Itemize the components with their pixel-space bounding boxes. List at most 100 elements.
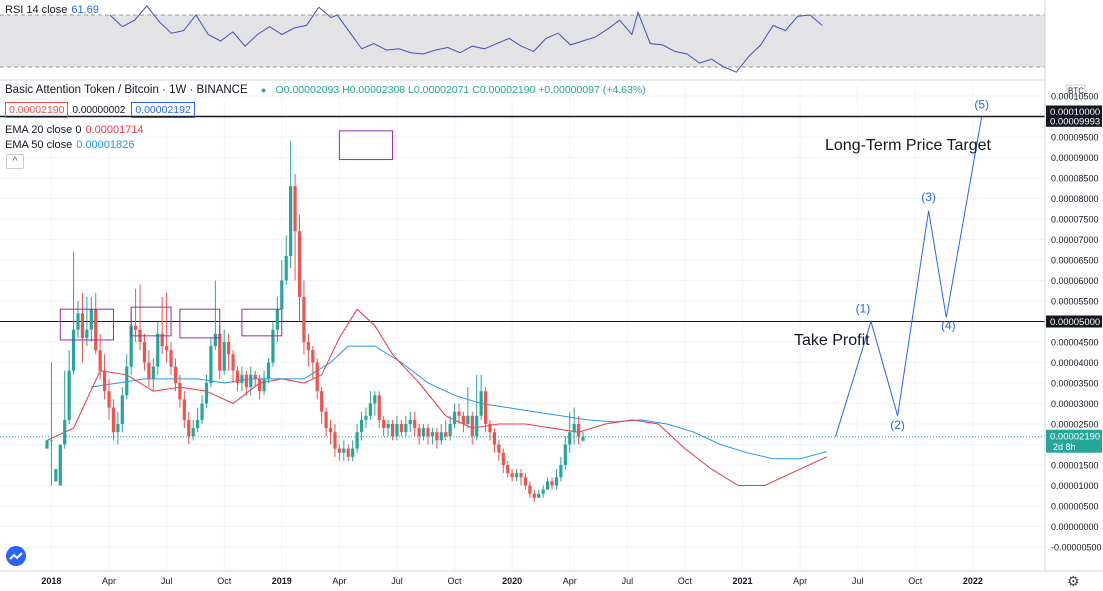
symbol-header: Basic Attention Token / Bitcoin · 1W · B… <box>5 84 650 96</box>
candle-body <box>297 231 302 297</box>
collapse-legend-button[interactable]: ^ <box>6 154 24 169</box>
level-price-label: 0.00010000 <box>1050 107 1100 118</box>
buy-price-button[interactable]: 0.00002192 <box>131 102 195 118</box>
candle-body <box>58 444 62 486</box>
candle-body <box>178 383 182 400</box>
resistance-box <box>130 306 172 337</box>
time-tick-label: Apr <box>563 576 577 586</box>
candle-body <box>231 354 235 371</box>
candle-body <box>346 448 350 457</box>
candle-body <box>519 473 523 478</box>
tradingview-logo-icon[interactable] <box>6 546 26 566</box>
candle-body <box>390 424 395 437</box>
candle-body <box>328 428 333 433</box>
candle-body <box>563 444 567 465</box>
candle-body <box>125 366 129 396</box>
ema20-label: EMA 20 close 0 <box>5 124 82 136</box>
currency-badge <box>1066 84 1086 97</box>
wave-label: (2) <box>890 418 905 432</box>
candle-body <box>289 186 293 256</box>
candle-body <box>430 432 435 437</box>
price-tick-label: 0.00010500 <box>1051 92 1099 102</box>
candle-body <box>324 411 328 429</box>
candle-body <box>218 333 222 371</box>
candle-body <box>89 309 93 330</box>
candle-body <box>510 473 514 478</box>
candle-body <box>196 419 200 429</box>
candle-body <box>204 383 209 404</box>
candle-body <box>173 366 178 383</box>
candle-body <box>497 444 501 453</box>
candle-body <box>333 432 337 449</box>
candle-body <box>572 424 576 433</box>
price-tick-label: 0.00008500 <box>1051 174 1099 184</box>
price-tick-label: 0.00000500 <box>1051 502 1099 512</box>
wave-label: (5) <box>974 98 989 112</box>
resistance-box <box>59 308 114 341</box>
candle-body <box>320 391 324 412</box>
spread-value: 0.00000002 <box>72 105 126 116</box>
price-tick-label: 0.00007000 <box>1051 235 1099 245</box>
price-axis[interactable] <box>1045 0 1103 591</box>
price-tick-label: 0.00008000 <box>1051 194 1099 204</box>
candle-body <box>151 366 155 379</box>
level-price-tag <box>1046 105 1102 118</box>
candle-body <box>439 432 443 441</box>
candle-body <box>444 432 448 437</box>
candle-body <box>94 309 98 351</box>
candle-body <box>359 419 364 433</box>
rsi-label: RSI 14 close <box>5 4 68 16</box>
ema20-value: 0.00001714 <box>85 124 144 136</box>
candle-body <box>80 313 85 338</box>
candle-body <box>63 419 67 445</box>
time-tick-label: Oct <box>217 576 232 586</box>
level-price-label: 0.00009993 <box>1050 116 1100 127</box>
price-tick-label: 0.00006000 <box>1051 276 1099 286</box>
candle-body <box>98 350 102 371</box>
candle-body <box>382 419 386 429</box>
take-profit-label: Take Profit <box>794 332 870 349</box>
candle-body <box>71 329 76 371</box>
price-tick-label: 0.00005500 <box>1051 297 1099 307</box>
countdown-label: 2d 8h <box>1053 442 1076 452</box>
resistance-box <box>338 130 394 161</box>
candle-body <box>528 485 532 494</box>
candle-body <box>156 333 160 367</box>
resistance-box <box>241 308 283 337</box>
candle-body <box>182 399 186 420</box>
candle-body <box>262 378 266 392</box>
time-tick-label: Jul <box>161 576 173 586</box>
time-tick-label: 2021 <box>732 576 752 586</box>
long-term-target-label: Long-Term Price Target <box>825 137 992 154</box>
price-tick-label: 0.00006500 <box>1051 256 1099 266</box>
ohlc-values: O0.00002093 H0.00002308 L0.00002071 C0.0… <box>275 84 646 96</box>
candle-body <box>568 432 572 445</box>
ema50-legend: EMA 50 close 0.00001826 <box>5 139 138 151</box>
candle-body <box>306 342 310 351</box>
candle-body <box>532 493 536 498</box>
level-price-tag <box>1046 114 1102 127</box>
candle-body <box>302 296 306 342</box>
time-tick-label: Oct <box>448 576 463 586</box>
ema20-legend: EMA 20 close 0 0.00001714 <box>5 124 148 136</box>
elliott-wave-path <box>835 116 983 437</box>
settings-gear-icon[interactable]: ⚙ <box>1067 573 1080 589</box>
candle-body <box>160 333 164 347</box>
price-tick-label: 0.00009500 <box>1051 133 1099 143</box>
candle-body <box>355 432 359 449</box>
time-tick-label: Jul <box>852 576 864 586</box>
sell-price-button[interactable]: 0.00002190 <box>5 102 69 118</box>
ema50-label: EMA 50 close <box>5 139 73 151</box>
market-open-dot: ● <box>260 85 267 95</box>
candle-body <box>483 391 488 424</box>
price-tick-label: 0.00001000 <box>1051 481 1099 491</box>
time-tick-label: Apr <box>332 576 346 586</box>
time-tick-label: 2020 <box>502 576 522 586</box>
candle-body <box>111 407 116 433</box>
rsi-line <box>109 5 823 73</box>
candle-body <box>479 391 483 416</box>
candle-body <box>147 362 151 379</box>
candle-body <box>368 403 372 416</box>
candle-body <box>466 415 470 424</box>
